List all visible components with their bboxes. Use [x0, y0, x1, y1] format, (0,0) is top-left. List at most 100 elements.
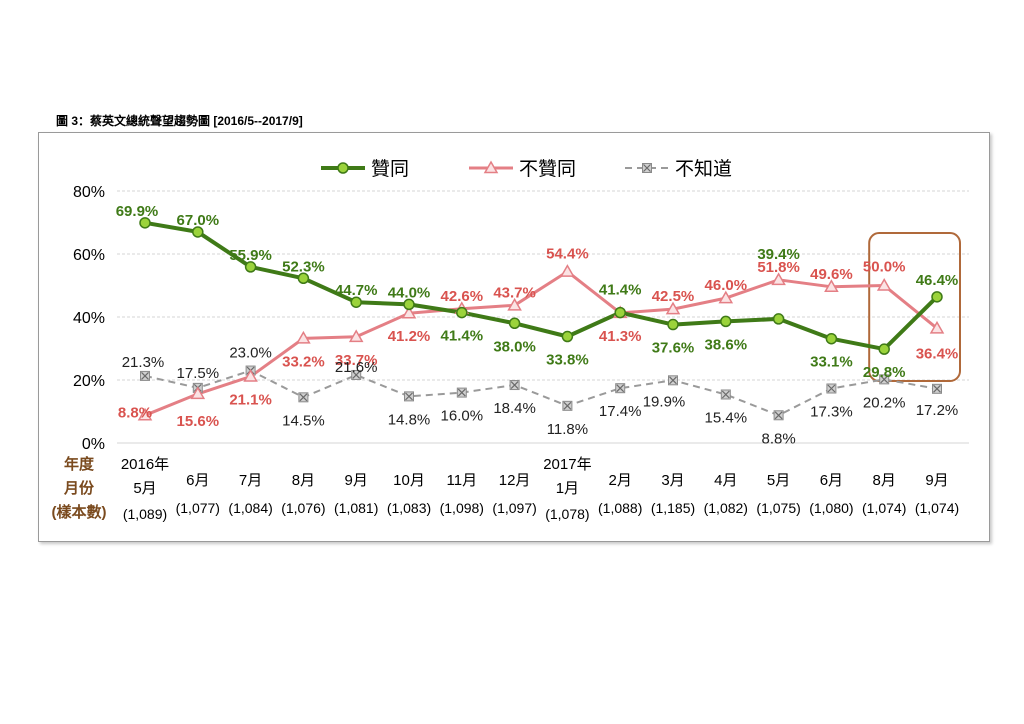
- sample-size-label: (1,088): [598, 500, 642, 516]
- row-header-sample: (樣本數): [52, 503, 107, 521]
- page-title: 圖 3：蔡英文總統聲望趨勢圖 [2016/5--2017/9]: [56, 114, 303, 128]
- approve-data-label: 29.8%: [863, 364, 906, 381]
- sample-size-label: (1,077): [176, 500, 220, 516]
- y-tick-label: 0%: [82, 436, 105, 453]
- disapprove-marker: [137, 407, 153, 421]
- approve-marker: [337, 162, 349, 174]
- unknown-data-label: 15.4%: [705, 409, 748, 426]
- unknown-marker-cross: [933, 384, 941, 393]
- approve-data-label: 55.9%: [229, 247, 272, 264]
- disapprove-marker: [560, 264, 575, 277]
- row-header-month: 月份: [63, 479, 95, 497]
- approve-data-label: 41.4%: [441, 328, 484, 345]
- disapprove-data-label: 49.6%: [810, 266, 853, 283]
- highlight-rect: [868, 232, 962, 382]
- unknown-data-label: 17.3%: [810, 404, 853, 421]
- disapprove-data-label: 42.5%: [652, 288, 695, 305]
- disapprove-data-label: 36.4%: [916, 345, 959, 362]
- x-tick-label: 9月: [345, 472, 368, 489]
- disapprove-marker: [771, 272, 786, 286]
- unknown-marker-cross: [616, 384, 625, 393]
- disapprove-data-label: 15.6%: [177, 413, 220, 430]
- disapprove-data-label: 54.4%: [546, 246, 589, 263]
- x-tick-label: 5月: [767, 472, 790, 489]
- trend-chart: 0% 20% 40% 60% 80% 69.9% 67.0% 55.9% 52.3% 44.7%…: [52, 158, 969, 522]
- disapprove-marker: [876, 277, 892, 291]
- approve-marker: [720, 315, 732, 328]
- y-tick-label: 40%: [73, 310, 105, 327]
- unknown-data-label: 14.5%: [282, 412, 325, 429]
- approve-data-label: 69.9%: [116, 203, 159, 220]
- unknown-data-label: 21.6%: [335, 359, 378, 376]
- disapprove-marker: [348, 329, 364, 343]
- approve-data-label: 46.4%: [916, 272, 959, 289]
- series-markers: [137, 217, 945, 421]
- approve-marker: [825, 332, 838, 345]
- row-header-year: 年度: [64, 455, 95, 473]
- approve-marker: [667, 318, 679, 331]
- approve-marker: [192, 226, 204, 238]
- grid-lines: [117, 190, 969, 444]
- unknown-data-label: 19.9%: [643, 393, 686, 410]
- unknown-marker-cross: [774, 411, 783, 420]
- disapprove-marker: [665, 301, 681, 315]
- unknown-data-label: 18.4%: [493, 400, 536, 417]
- unknown-marker-cross: [563, 401, 572, 410]
- year-label: 2017年: [543, 456, 591, 473]
- disapprove-data-label: 42.6%: [441, 288, 484, 305]
- unknown-data-label: 23.0%: [229, 345, 272, 362]
- sample-size-label: (1,098): [440, 500, 484, 516]
- unknown-marker-cross: [457, 388, 466, 397]
- disapprove-marker: [401, 305, 417, 319]
- x-tick-label: 4月: [714, 472, 737, 489]
- unknown-data-label: 17.4%: [599, 403, 642, 420]
- approve-marker: [878, 343, 890, 355]
- disapprove-marker: [824, 279, 839, 293]
- sample-size-label: (1,082): [704, 500, 748, 516]
- approve-data-label: 44.7%: [335, 282, 378, 299]
- unknown-marker-cross: [405, 392, 413, 401]
- approve-marker: [244, 261, 257, 273]
- x-tick-label: 10月: [393, 472, 425, 489]
- unknown-marker-cross: [141, 371, 149, 380]
- unknown-data-label: 17.5%: [177, 365, 220, 382]
- disapprove-marker: [190, 386, 206, 400]
- sample-size-label: (1,089): [123, 506, 167, 522]
- disapprove-data-label: 51.8%: [757, 259, 800, 276]
- disapprove-marker: [243, 369, 258, 382]
- approve-marker: [508, 317, 521, 330]
- approve-data-label: 33.1%: [810, 354, 853, 371]
- disapprove-marker: [483, 160, 499, 174]
- sample-size-label: (1,097): [492, 500, 536, 516]
- disapprove-marker: [507, 297, 522, 311]
- unknown-data-label: 14.8%: [388, 411, 431, 428]
- approve-data-label: 38.0%: [493, 338, 536, 355]
- disapprove-marker: [718, 290, 734, 304]
- series-lines: [144, 220, 939, 417]
- unknown-marker-cross: [827, 384, 836, 393]
- series-line-unknown: [144, 369, 938, 417]
- approve-marker: [350, 296, 362, 308]
- disapprove-marker: [296, 330, 311, 344]
- sample-size-label: (1,074): [915, 500, 959, 516]
- series-line-approve: [144, 220, 939, 352]
- x-tick-label: 1月: [556, 480, 579, 497]
- sample-size-label: (1,083): [387, 500, 431, 516]
- approve-data-label: 33.8%: [546, 352, 589, 369]
- approve-marker: [561, 330, 574, 343]
- year-label: 2016年: [121, 456, 169, 473]
- sample-size-label: (1,081): [334, 500, 378, 516]
- disapprove-data-label: 50.0%: [863, 259, 906, 276]
- disapprove-data-label: 8.8%: [118, 404, 152, 421]
- unknown-marker-cross: [299, 393, 308, 402]
- approve-marker: [403, 298, 415, 311]
- approve-marker: [772, 313, 785, 325]
- sample-size-label: (1,080): [809, 500, 853, 516]
- disapprove-data-label: 21.1%: [229, 392, 272, 409]
- x-tick-label: 12月: [499, 472, 531, 489]
- approve-marker: [614, 306, 626, 319]
- approve-data-label: 39.4%: [757, 246, 800, 263]
- sample-size-label: (1,078): [545, 506, 589, 522]
- sample-size-label: (1,074): [862, 500, 906, 516]
- unknown-data-label: 8.8%: [761, 430, 795, 447]
